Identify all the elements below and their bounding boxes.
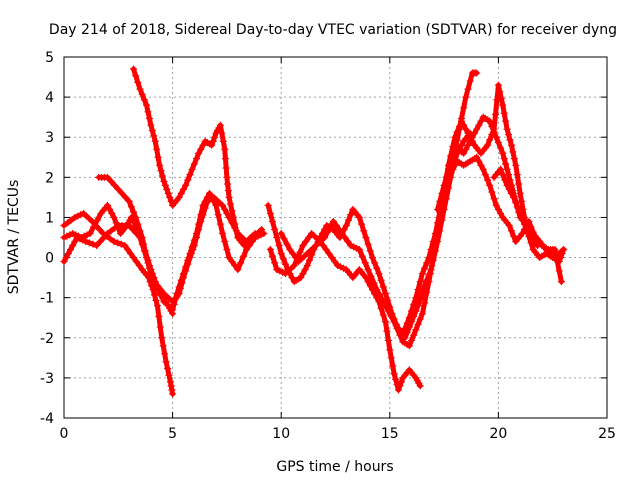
series-arc-12: [491, 166, 567, 265]
y-tick-label: -4: [40, 411, 54, 427]
series-markers-arc-6: [264, 129, 474, 342]
y-axis-label: SDTVAR / TECUs: [6, 180, 22, 295]
y-tick-label: -3: [40, 371, 54, 387]
series-markers-arc-5: [130, 65, 266, 250]
x-tick-label: 5: [168, 426, 177, 442]
series-arc-1: [61, 210, 176, 397]
y-tick-label: 5: [45, 50, 54, 66]
y-tick-label: 1: [45, 210, 54, 226]
y-tick-label: 0: [45, 251, 54, 267]
series-markers-arc-4: [95, 173, 259, 306]
y-tick-label: -2: [40, 331, 54, 347]
series-arc-9: [393, 82, 540, 337]
x-tick-label: 25: [598, 426, 616, 442]
x-axis-label: GPS time / hours: [276, 459, 393, 475]
series-arc-5: [131, 66, 265, 249]
series-markers-arc-7: [266, 229, 424, 394]
x-tick-label: 0: [60, 426, 69, 442]
x-tick-label: 10: [272, 426, 290, 442]
series-markers-arc-12: [490, 165, 568, 266]
y-tick-label: 4: [45, 90, 54, 106]
axis-ticks: 0 5 10 15 20 25 -4 -3 -2 -1 0 1 2 3 4 5: [40, 50, 616, 442]
y-tick-label: 2: [45, 170, 54, 186]
y-tick-label: 3: [45, 130, 54, 146]
chart-title: Day 214 of 2018, Sidereal Day-to-day VTE…: [49, 22, 617, 38]
x-tick-label: 20: [489, 426, 507, 442]
y-tick-label: -1: [40, 291, 54, 307]
x-tick-label: 15: [381, 426, 399, 442]
series-markers-arc-11: [440, 153, 565, 286]
data-series: [60, 65, 568, 398]
